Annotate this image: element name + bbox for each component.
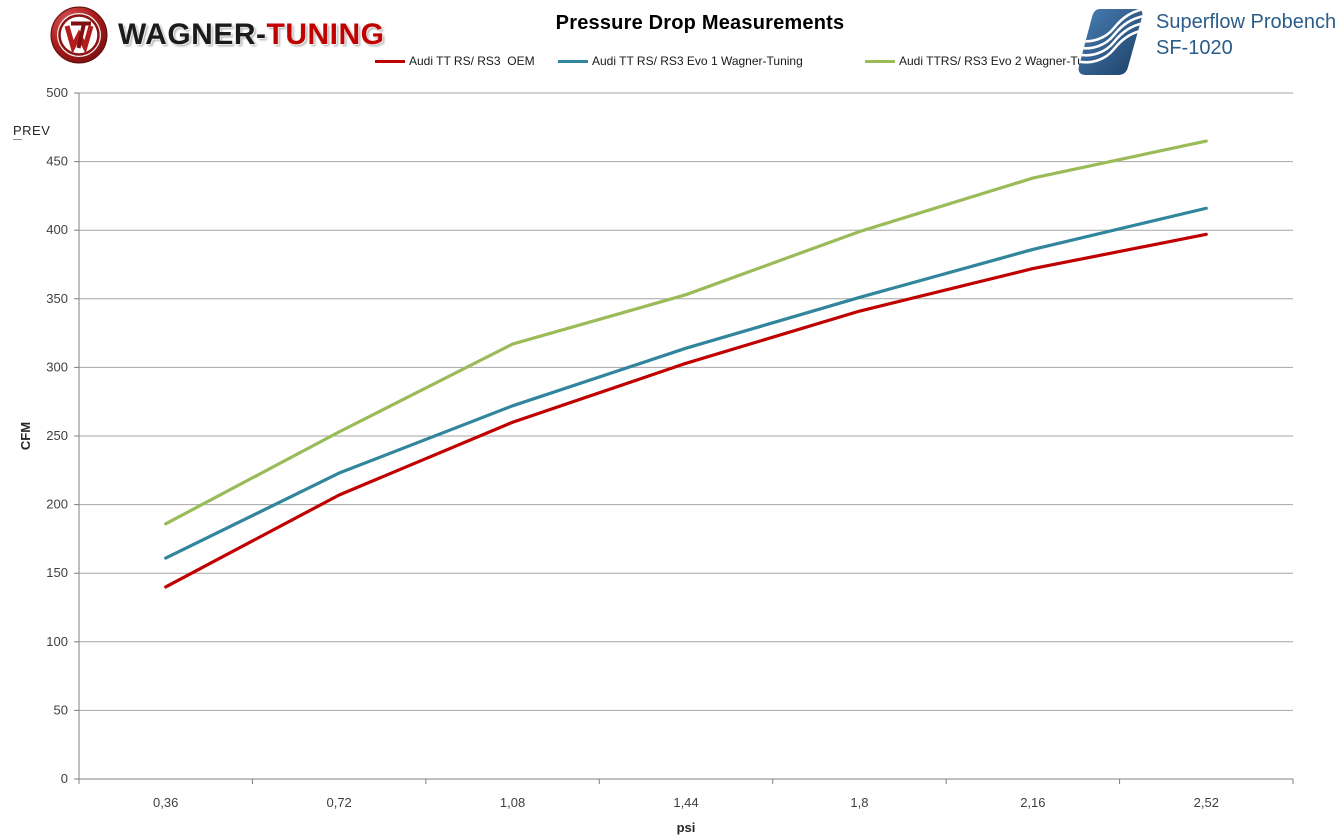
legend-swatch-0 [375, 59, 405, 63]
y-tick-label: 250 [46, 428, 68, 443]
y-tick-label: 200 [46, 497, 68, 512]
y-tick-label: 150 [46, 565, 68, 580]
series-line-0 [164, 232, 1208, 589]
superflow-wave-icon [1078, 9, 1143, 75]
legend-swatch-1 [558, 59, 588, 63]
y-tick-label: 400 [46, 222, 68, 237]
wagner-tuning-logo: WAGNER-TUNING [50, 6, 385, 64]
x-tick-label: 1,8 [850, 795, 868, 810]
y-tick-label: 100 [46, 634, 68, 649]
prev-link-first-letter: P [13, 123, 23, 140]
x-tick-label: 1,08 [500, 795, 525, 810]
x-tick-label: 0,72 [326, 795, 351, 810]
superflow-wordmark: Superflow Probench SF-1020 [1156, 9, 1336, 61]
legend-item-1: Audi TT RS/ RS3 Evo 1 Wagner-Tuning [558, 54, 803, 68]
y-tick-label: 350 [46, 291, 68, 306]
y-axis-title: CFM [18, 422, 33, 450]
y-tick-label: 0 [61, 771, 68, 786]
y-tick-label: 450 [46, 154, 68, 169]
x-tick-label: 0,36 [153, 795, 178, 810]
x-tick-label: 1,44 [673, 795, 698, 810]
wordmark-wagner: WAGNER- [118, 18, 267, 51]
y-tick-label: 50 [54, 702, 68, 717]
series-line-1 [164, 206, 1208, 560]
prev-link-rest: REV [22, 123, 51, 138]
wagner-emblem-icon [50, 6, 108, 64]
superflow-logo: Superflow Probench SF-1020 [1078, 9, 1336, 75]
chart-title: Pressure Drop Measurements [555, 12, 845, 34]
legend-item-0: Audi TT RS/ RS3 OEM [375, 54, 535, 68]
wagner-tuning-wordmark: WAGNER-TUNING [118, 18, 385, 52]
prev-link[interactable]: PREV [13, 123, 51, 140]
legend-swatch-2 [865, 59, 895, 63]
x-tick-label: 2,16 [1020, 795, 1045, 810]
superflow-line2: SF-1020 [1156, 37, 1233, 59]
legend-label-1: Audi TT RS/ RS3 Evo 1 Wagner-Tuning [592, 54, 803, 68]
y-tick-label: 500 [46, 85, 68, 100]
wordmark-tuning: TUNING [266, 18, 385, 51]
legend-label-0: Audi TT RS/ RS3 OEM [409, 54, 535, 68]
series-line-2 [164, 139, 1208, 526]
superflow-line1: Superflow Probench [1156, 11, 1337, 33]
y-tick-label: 300 [46, 359, 68, 374]
x-axis-title: psi [677, 820, 696, 835]
x-tick-label: 2,52 [1194, 795, 1219, 810]
